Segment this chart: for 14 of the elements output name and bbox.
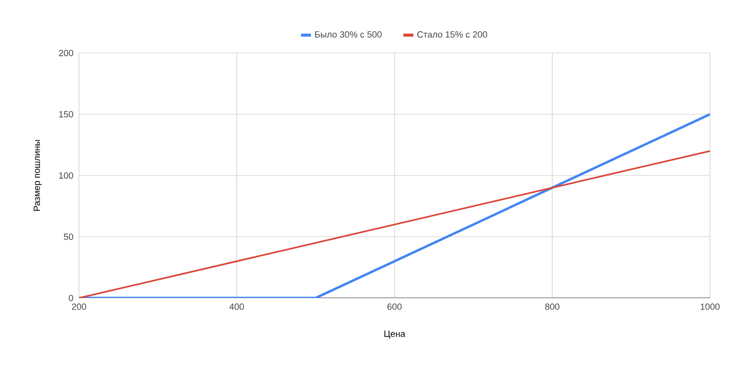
y-tick-label: 150 xyxy=(59,111,74,118)
x-tick-label: 600 xyxy=(387,304,402,310)
y-tick-label: 100 xyxy=(59,172,74,179)
y-tick-label: 0 xyxy=(68,294,74,302)
x-tick-label: 200 xyxy=(72,304,86,310)
y-axis-title: Размер пошлины xyxy=(34,140,42,211)
x-tick-label: 400 xyxy=(229,304,244,310)
legend-label: Стало 15% с 200 xyxy=(417,31,488,38)
legend-label: Было 30% с 500 xyxy=(315,31,382,38)
y-tick-label: 200 xyxy=(58,50,74,56)
x-tick-label: 1000 xyxy=(700,304,720,310)
x-axis-title: Цена xyxy=(384,330,406,339)
y-tick-label: 50 xyxy=(64,234,74,240)
x-tick-label: 800 xyxy=(545,304,560,310)
